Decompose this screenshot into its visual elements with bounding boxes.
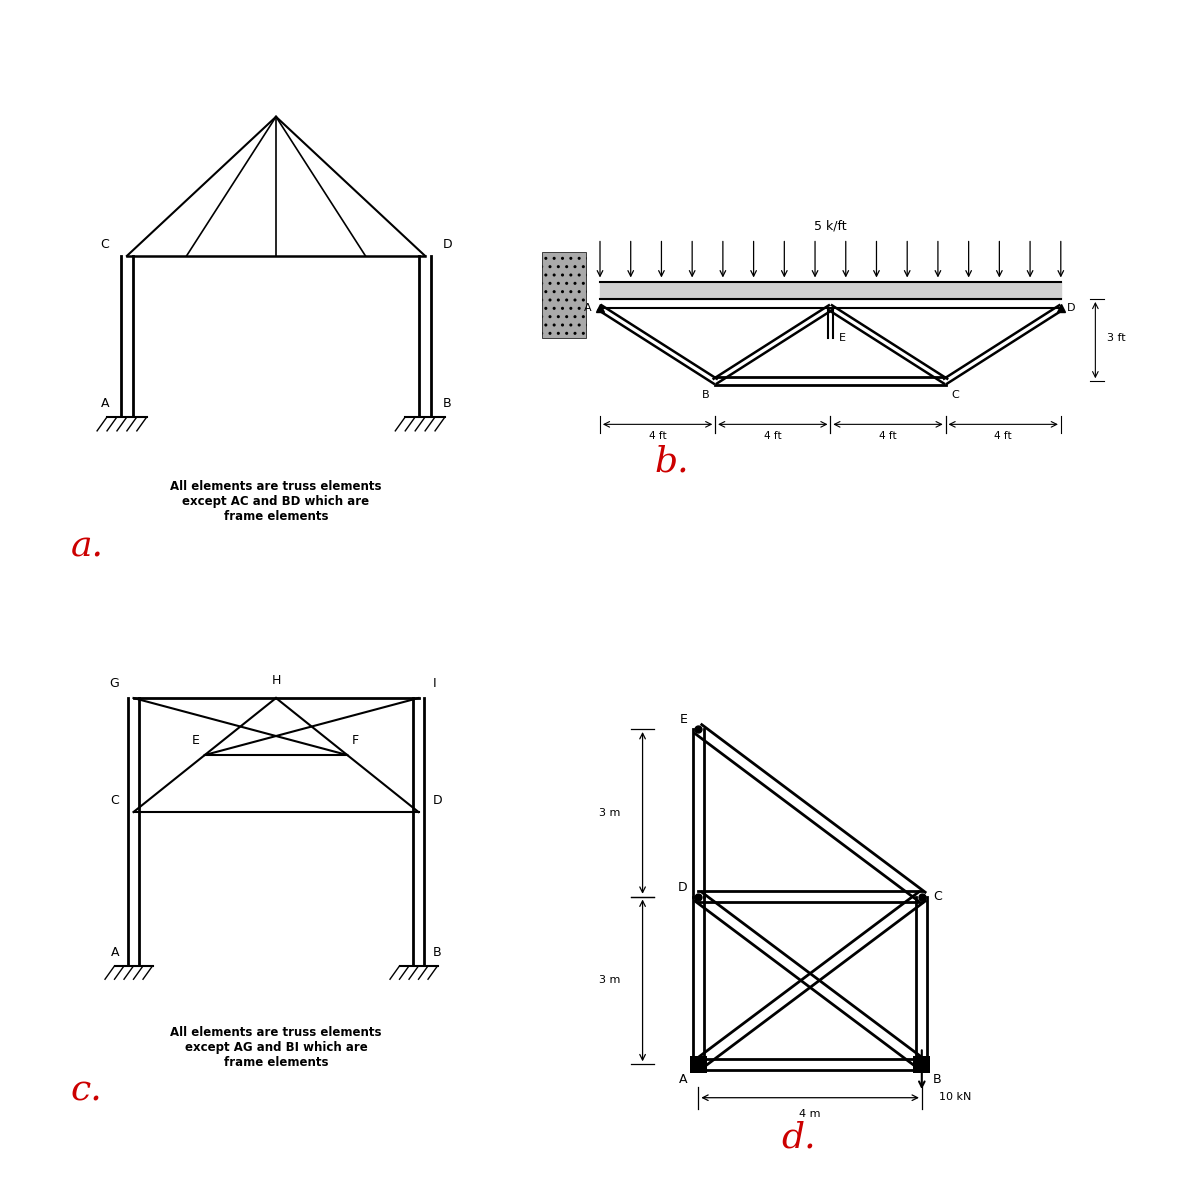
Text: E: E	[192, 735, 200, 747]
Text: C: C	[110, 795, 119, 808]
Text: 4 ft: 4 ft	[764, 430, 781, 441]
Bar	[542, 251, 586, 338]
Text: 4 m: 4 m	[799, 1109, 821, 1119]
Text: B: B	[702, 390, 709, 400]
Bar	[913, 1056, 930, 1073]
Text: D: D	[678, 881, 688, 894]
Text: C: C	[101, 238, 109, 251]
Text: 3 ft: 3 ft	[1106, 332, 1126, 343]
Text: E: E	[839, 332, 846, 343]
Text: E: E	[679, 713, 688, 726]
Text: F: F	[352, 735, 359, 747]
Text: B: B	[443, 397, 451, 410]
Text: A: A	[101, 397, 109, 410]
Text: 4 ft: 4 ft	[649, 430, 666, 441]
Text: C: C	[932, 890, 942, 903]
Text: D: D	[433, 795, 443, 808]
Text: C: C	[952, 390, 959, 400]
Text: a.: a.	[71, 529, 103, 564]
Text: A: A	[110, 947, 119, 960]
Text: 3 m: 3 m	[599, 975, 620, 986]
Text: c.: c.	[70, 1073, 102, 1107]
Text: A: A	[583, 303, 592, 312]
Text: B: B	[433, 947, 442, 960]
Text: b.: b.	[655, 444, 689, 479]
Text: 5 k/ft: 5 k/ft	[814, 219, 847, 232]
Text: All elements are truss elements
except AC and BD which are
frame elements: All elements are truss elements except A…	[170, 480, 382, 522]
Text: D: D	[1067, 303, 1075, 312]
Bar	[690, 1056, 707, 1073]
Text: B: B	[932, 1073, 942, 1086]
Text: 3 m: 3 m	[599, 808, 620, 818]
Text: All elements are truss elements
except AG and BI which are
frame elements: All elements are truss elements except A…	[170, 1026, 382, 1069]
Text: d.: d.	[781, 1120, 816, 1154]
Text: G: G	[109, 678, 119, 691]
Text: 10 kN: 10 kN	[938, 1092, 971, 1102]
Text: 4 ft: 4 ft	[995, 430, 1012, 441]
Text: I: I	[433, 678, 437, 691]
Text: 4 ft: 4 ft	[880, 430, 896, 441]
Text: H: H	[271, 673, 281, 686]
Text: D: D	[443, 238, 452, 251]
Text: A: A	[679, 1073, 688, 1086]
